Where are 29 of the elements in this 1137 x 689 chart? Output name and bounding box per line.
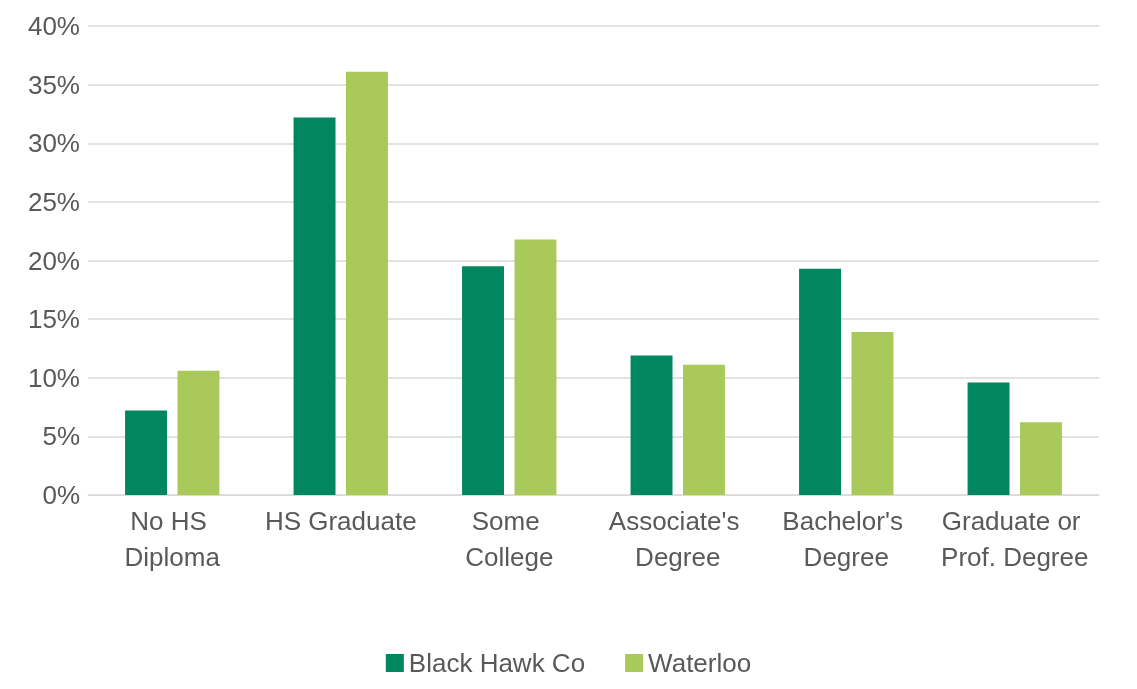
bar xyxy=(1019,422,1062,495)
x-tick-label: HS Graduate xyxy=(264,506,417,536)
bar xyxy=(177,370,220,495)
y-tick-label: 30% xyxy=(27,128,80,159)
bar xyxy=(799,268,842,495)
bar xyxy=(630,355,673,495)
bar xyxy=(851,332,894,495)
bar xyxy=(967,382,1010,495)
y-tick-label: 0% xyxy=(42,480,80,510)
bar xyxy=(514,239,557,495)
bar xyxy=(682,364,725,495)
bar xyxy=(125,410,168,495)
y-tick-label: 10% xyxy=(27,362,80,393)
x-tick-label: Some College xyxy=(465,506,554,572)
y-tick-label: 20% xyxy=(27,245,80,276)
x-tick-label: Bachelor's Degree xyxy=(782,506,911,572)
x-tick-label: No HS Diploma xyxy=(124,506,221,572)
bar xyxy=(345,71,388,495)
legend-label: Waterloo xyxy=(648,648,752,678)
x-tick-label: Graduate or Prof. Degree xyxy=(941,506,1089,572)
y-tick-label: 25% xyxy=(27,186,80,217)
y-tick-label: 35% xyxy=(27,69,80,100)
x-tick-label: Associate's Degree xyxy=(608,506,747,572)
bar xyxy=(293,117,336,495)
y-tick-label: 5% xyxy=(42,421,80,452)
y-tick-label: 15% xyxy=(27,304,80,335)
bar xyxy=(462,266,505,495)
y-tick-label: 40% xyxy=(27,11,80,41)
legend-label: Black Hawk Co xyxy=(408,648,586,678)
